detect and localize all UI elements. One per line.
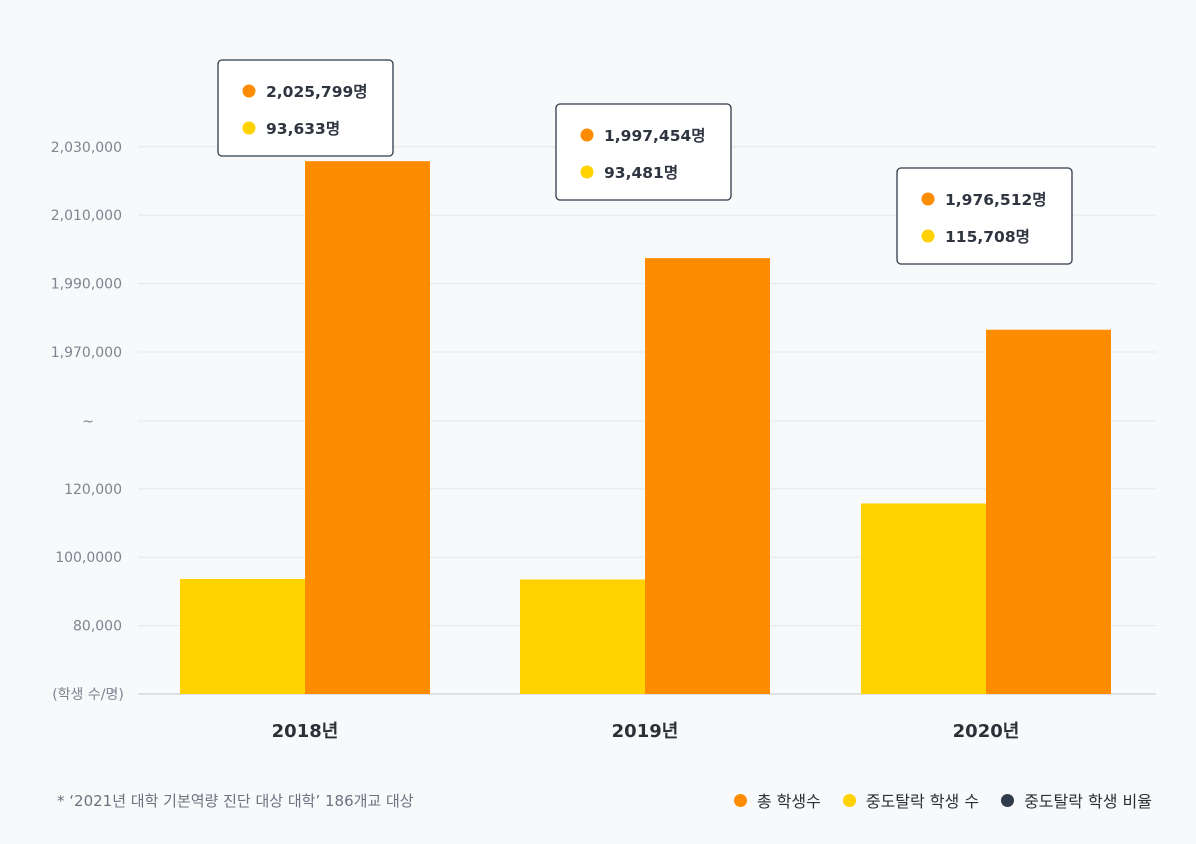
y-tick-label: ~ — [82, 414, 94, 430]
bar-dropout — [520, 579, 645, 694]
legend-item-total[interactable]: 총 학생수 — [733, 788, 821, 812]
bar-chart: 80,000 100,0000 120,000 1,970,000 1,990,000 2… — [51, 59, 1156, 742]
tooltip-total-value: 2,025,799명 — [266, 83, 368, 101]
legend-total-label: 총 학생수 — [756, 792, 821, 811]
legend-item-dropout[interactable]: 중도탈락 학생 수 — [842, 788, 980, 812]
tooltip-total-value: 1,997,454명 — [604, 127, 706, 145]
tooltip-dropout-value: 93,633명 — [266, 120, 340, 138]
x-category-label: 2018년 — [272, 721, 339, 742]
y-tick-label: 100,0000 — [55, 550, 122, 566]
tooltip-dropout-dot — [580, 165, 594, 179]
legend-dropout-label: 중도탈락 학생 수 — [865, 792, 980, 811]
tooltip-dropout-dot — [921, 229, 935, 243]
legend-total-dot — [733, 793, 747, 807]
tooltip-dropout-dot — [242, 121, 256, 135]
legend-item-dropout-rate[interactable]: 중도탈락 학생 비율 — [1001, 788, 1152, 812]
legend-dropout-rate-label: 중도탈락 학생 비율 — [1024, 792, 1152, 811]
tooltip-total-dot — [242, 84, 256, 98]
legend-dropout-dot — [842, 793, 856, 807]
legend-dropout-rate-dot — [1001, 793, 1015, 807]
bar-dropout — [861, 503, 986, 694]
tooltip-box — [896, 167, 1073, 265]
tooltip-dropout-value: 93,481명 — [604, 164, 678, 182]
y-axis-label: (학생 수/명) — [52, 687, 124, 703]
x-category-label: 2020년 — [953, 721, 1020, 742]
tooltip-box — [555, 103, 732, 201]
y-tick-label: 1,990,000 — [51, 277, 122, 293]
bar-total — [645, 258, 770, 694]
y-tick-label: 80,000 — [73, 619, 122, 635]
y-tick-label: 120,000 — [64, 482, 122, 498]
tooltip-box — [217, 59, 394, 157]
tooltip-dropout-value: 115,708명 — [945, 228, 1030, 246]
bar-dropout — [180, 578, 305, 694]
y-tick-label: 2,010,000 — [51, 208, 122, 224]
bar-total — [986, 329, 1111, 694]
y-tick-label: 2,030,000 — [51, 140, 122, 156]
x-category-label: 2019년 — [612, 721, 679, 742]
tooltip-total-dot — [921, 192, 935, 206]
bar-total — [305, 161, 430, 694]
legend: 총 학생수 중도탈락 학생 수 중도탈락 학생 비율 — [733, 788, 1152, 812]
tooltip-total-value: 1,976,512명 — [945, 191, 1047, 209]
tooltip-total-dot — [580, 128, 594, 142]
footnote: * ‘2021년 대학 기본역량 진단 대상 대학’ 186개교 대상 — [57, 792, 414, 810]
y-tick-label: 1,970,000 — [51, 345, 122, 361]
